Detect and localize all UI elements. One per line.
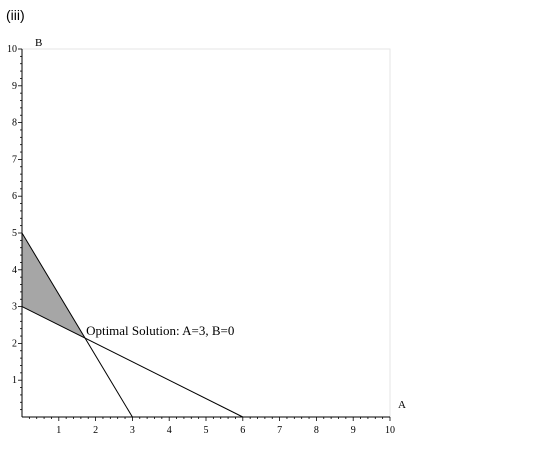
x-tick-label: 5 xyxy=(204,425,209,436)
x-tick-label: 1 xyxy=(56,425,61,436)
x-tick-label: 4 xyxy=(167,425,172,436)
y-axis-label: B xyxy=(35,37,42,49)
panel-label: (iii) xyxy=(6,7,25,23)
constraint-line-2 xyxy=(21,306,244,418)
constraint-line-1 xyxy=(21,232,133,418)
x-tick-label: 8 xyxy=(314,425,319,436)
x-tick-label: 7 xyxy=(277,425,282,436)
y-tick-label: 10 xyxy=(7,44,17,55)
x-tick-label: 2 xyxy=(93,425,98,436)
y-tick-label: 7 xyxy=(12,154,17,165)
y-tick-label: 8 xyxy=(12,118,17,129)
y-tick-label: 6 xyxy=(12,191,17,202)
y-tick-label: 1 xyxy=(12,375,17,386)
y-tick-label: 4 xyxy=(12,265,17,276)
x-tick-label: 9 xyxy=(351,425,356,436)
x-tick-label: 10 xyxy=(385,425,395,436)
x-tick-label: 6 xyxy=(240,425,245,436)
optimal-solution-annotation: Optimal Solution: A=3, B=0 xyxy=(86,323,234,338)
y-tick-label: 3 xyxy=(12,302,17,313)
y-tick-label: 2 xyxy=(12,338,17,349)
x-axis-label: A xyxy=(398,399,406,411)
y-tick-label: 5 xyxy=(12,228,17,239)
y-tick-label: 9 xyxy=(12,81,17,92)
x-tick-label: 3 xyxy=(130,425,135,436)
plot-frame xyxy=(21,48,391,418)
